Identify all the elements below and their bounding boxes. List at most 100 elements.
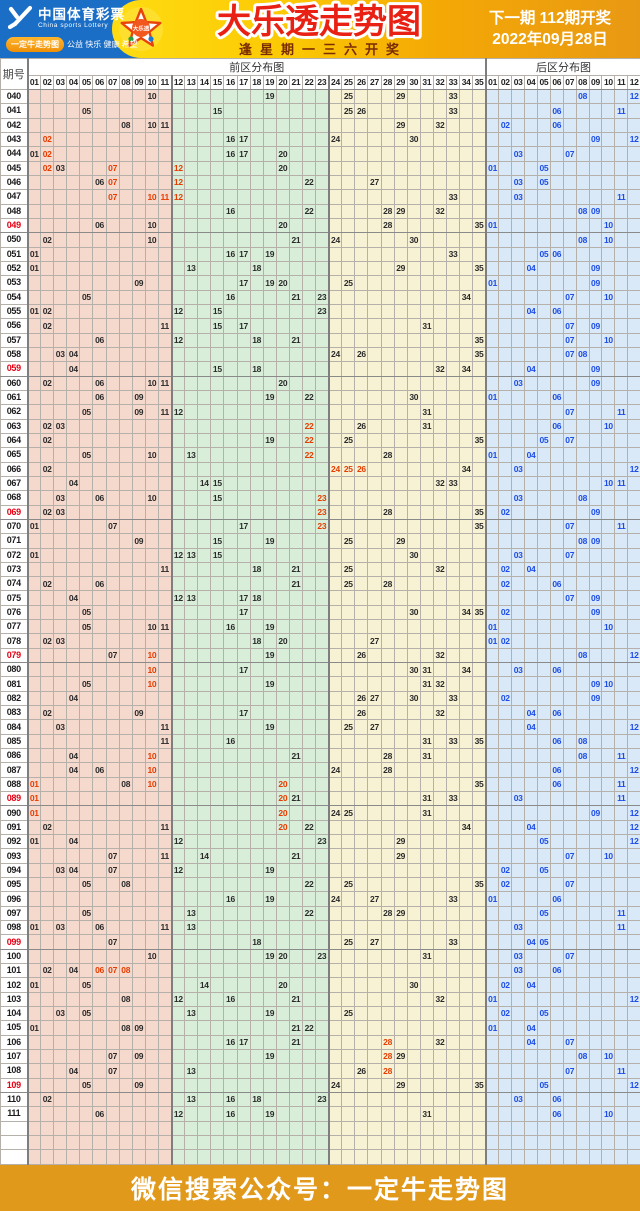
- back-cell: 12: [628, 820, 640, 834]
- front-cell: 21: [289, 1021, 302, 1035]
- front-cell: [28, 433, 41, 447]
- front-cell: [250, 677, 263, 691]
- front-cell: [263, 964, 276, 978]
- back-cell: [486, 1007, 499, 1021]
- front-cell: [185, 347, 198, 361]
- back-cell: [615, 204, 628, 218]
- front-cell: [80, 648, 93, 662]
- back-cell: 07: [563, 548, 576, 562]
- back-cell: [576, 147, 589, 161]
- period-cell: 077: [1, 620, 28, 634]
- front-cell: [67, 1078, 80, 1092]
- front-cell: [342, 362, 355, 376]
- front-cell: [250, 720, 263, 734]
- front-cell: 09: [132, 1078, 145, 1092]
- front-cell: 01: [28, 921, 41, 935]
- back-cell: [499, 390, 512, 404]
- front-cell: [198, 147, 211, 161]
- front-cell: [460, 964, 473, 978]
- front-cell: [237, 548, 250, 562]
- front-cell: [28, 333, 41, 347]
- back-cell: [486, 1035, 499, 1049]
- back-cell: [602, 132, 615, 146]
- front-cell: [158, 448, 171, 462]
- front-cell: [433, 276, 446, 290]
- back-cell: [602, 706, 615, 720]
- back-cell: [615, 433, 628, 447]
- front-cell: [80, 706, 93, 720]
- front-cell: [473, 1107, 486, 1121]
- front-cell: [41, 806, 54, 820]
- back-cell: [525, 806, 538, 820]
- front-cell: 01: [28, 835, 41, 849]
- back-cell: [512, 362, 525, 376]
- front-cell: [460, 734, 473, 748]
- back-cell: [537, 720, 550, 734]
- front-cell: [433, 433, 446, 447]
- front-cell: [237, 849, 250, 863]
- front-cell: [172, 691, 185, 705]
- front-cell: [119, 290, 132, 304]
- back-cell: [486, 1078, 499, 1092]
- front-cell: [433, 720, 446, 734]
- front-cell: [420, 534, 433, 548]
- front-cell: [460, 276, 473, 290]
- front-cell: [329, 90, 342, 104]
- front-cell: [54, 820, 67, 834]
- back-cell: [602, 835, 615, 849]
- front-cell: [198, 835, 211, 849]
- front-cell: 32: [433, 1035, 446, 1049]
- front-cell: [93, 405, 106, 419]
- front-cell: [106, 276, 119, 290]
- front-cell: [263, 706, 276, 720]
- front-cell: [211, 233, 224, 247]
- back-cell: [512, 218, 525, 232]
- back-cell: [525, 204, 538, 218]
- front-cell: [473, 448, 486, 462]
- back-cell: [576, 548, 589, 562]
- back-cell: 01: [486, 620, 499, 634]
- back-cell: [499, 362, 512, 376]
- front-cell: [407, 1021, 420, 1035]
- front-cell: 19: [263, 648, 276, 662]
- front-cell: [93, 849, 106, 863]
- front-cell: [329, 620, 342, 634]
- front-cell: [28, 419, 41, 433]
- front-cell: [145, 1007, 158, 1021]
- front-cell: [80, 806, 93, 820]
- period-cell: 086: [1, 749, 28, 763]
- front-cell: [250, 806, 263, 820]
- front-cell: [80, 161, 93, 175]
- back-cell: [512, 849, 525, 863]
- front-cell: [106, 949, 119, 963]
- front-cell: [158, 677, 171, 691]
- front-cell: [316, 763, 329, 777]
- front-cell: [263, 204, 276, 218]
- back-cell: [499, 519, 512, 533]
- front-cell: [316, 448, 329, 462]
- front-cell: [342, 863, 355, 877]
- back-cell: [589, 218, 602, 232]
- front-cell: [302, 147, 315, 161]
- back-cell: [602, 362, 615, 376]
- front-cell: [132, 118, 145, 132]
- front-cell: [211, 992, 224, 1006]
- front-cell: 35: [473, 777, 486, 791]
- front-cell: [132, 935, 145, 949]
- back-cell: [628, 419, 640, 433]
- front-cell: [420, 519, 433, 533]
- back-cell: [615, 290, 628, 304]
- front-cell: [407, 706, 420, 720]
- front-cell: [302, 992, 315, 1006]
- front-cell: [433, 132, 446, 146]
- front-cell: [394, 1021, 407, 1035]
- front-cell: [145, 1021, 158, 1035]
- front-cell: [407, 519, 420, 533]
- front-cell: 05: [80, 405, 93, 419]
- front-cell: [237, 104, 250, 118]
- front-cell: [302, 777, 315, 791]
- front-cell: 33: [447, 476, 460, 490]
- front-cell: [93, 648, 106, 662]
